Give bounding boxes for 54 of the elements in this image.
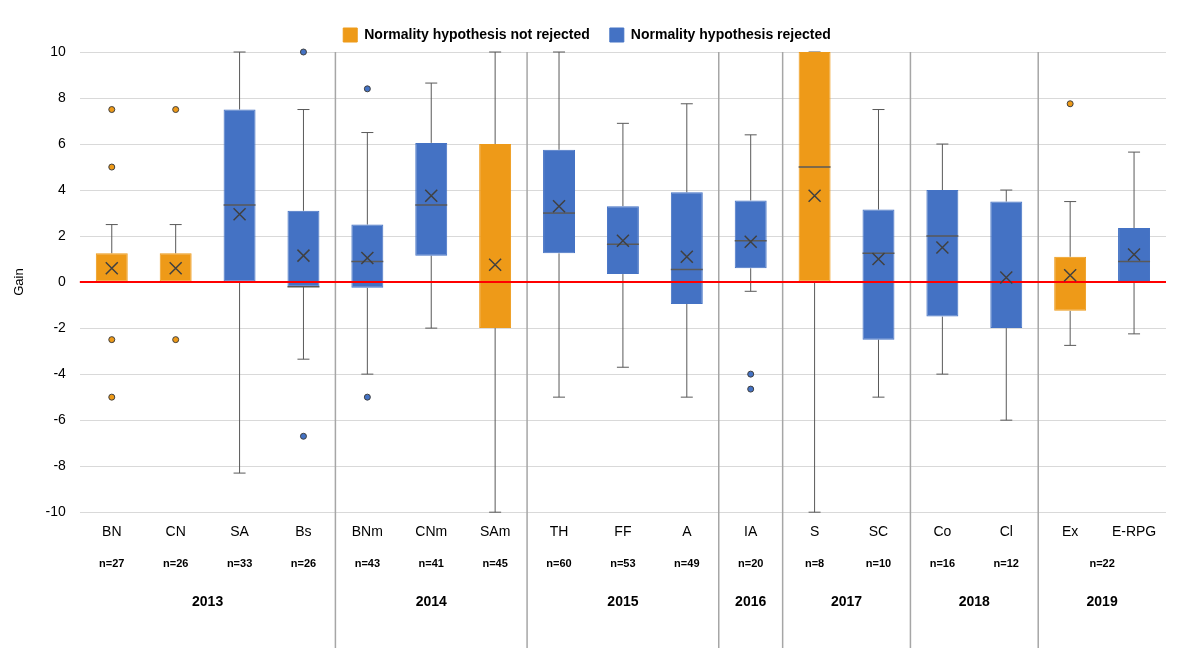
text: n=53 [610, 557, 636, 570]
x-tick-label: SC [868, 523, 889, 540]
y-tick-label: -8 [53, 457, 67, 474]
x-tick-label: Bs [295, 523, 312, 540]
x-tick-label: E-RPG [1111, 523, 1157, 540]
text: 2013 [192, 593, 224, 610]
x-tick-label: FF [614, 523, 632, 540]
text: n=49 [674, 557, 700, 570]
legend-label: Normality hypothesis not rejected [364, 25, 590, 42]
text: n=60 [546, 557, 572, 570]
text: n=33 [226, 557, 253, 570]
y-tick-label: 8 [58, 88, 67, 105]
y-axis-title: Gain [11, 268, 27, 296]
text: n=20 [738, 557, 764, 570]
y-tick-label: 2 [58, 226, 67, 243]
x-tick-label: CNm [415, 523, 448, 540]
x-tick-label: Ex [1061, 523, 1079, 540]
text: n=26 [290, 557, 317, 570]
text: n=26 [162, 557, 189, 570]
x-tick-label: BN [102, 523, 122, 540]
text: n=10 [865, 557, 892, 570]
legend-label: Normality hypothesis rejected [630, 25, 831, 42]
x-tick-label: Co [933, 523, 952, 540]
text: 2015 [607, 593, 639, 610]
text: n=41 [418, 557, 444, 570]
x-tick-label: S [809, 523, 820, 540]
y-tick-label: 6 [58, 134, 67, 151]
y-tick-label: -6 [53, 411, 67, 428]
y-tick-label: 10 [50, 42, 67, 59]
y-tick-label: -2 [53, 318, 67, 335]
text: n=12 [993, 557, 1019, 570]
text: 2014 [415, 593, 448, 610]
x-tick-label: TH [549, 523, 569, 540]
text: n=43 [354, 557, 381, 570]
y-tick-label: -10 [45, 503, 67, 520]
text: 2018 [958, 593, 991, 610]
text: 2016 [735, 593, 767, 610]
text: n=22 [1089, 557, 1115, 570]
x-tick-label: BNm [351, 523, 383, 540]
x-tick-label: CN [165, 523, 186, 540]
x-tick-label: Cl [999, 523, 1013, 540]
x-tick-label: SAm [479, 523, 511, 540]
text: 2019 [1086, 593, 1118, 610]
y-tick-label: -4 [53, 365, 67, 381]
text: n=45 [482, 557, 508, 570]
y-tick-label: 4 [58, 180, 67, 197]
x-tick-label: A [682, 523, 693, 540]
text: n=16 [929, 557, 956, 570]
y-tick-label: 0 [58, 272, 67, 289]
text: n=8 [804, 557, 825, 570]
x-tick-label: IA [744, 523, 758, 540]
text: n=27 [99, 557, 125, 570]
x-tick-label: SA [230, 523, 250, 540]
text: 2017 [830, 593, 863, 610]
